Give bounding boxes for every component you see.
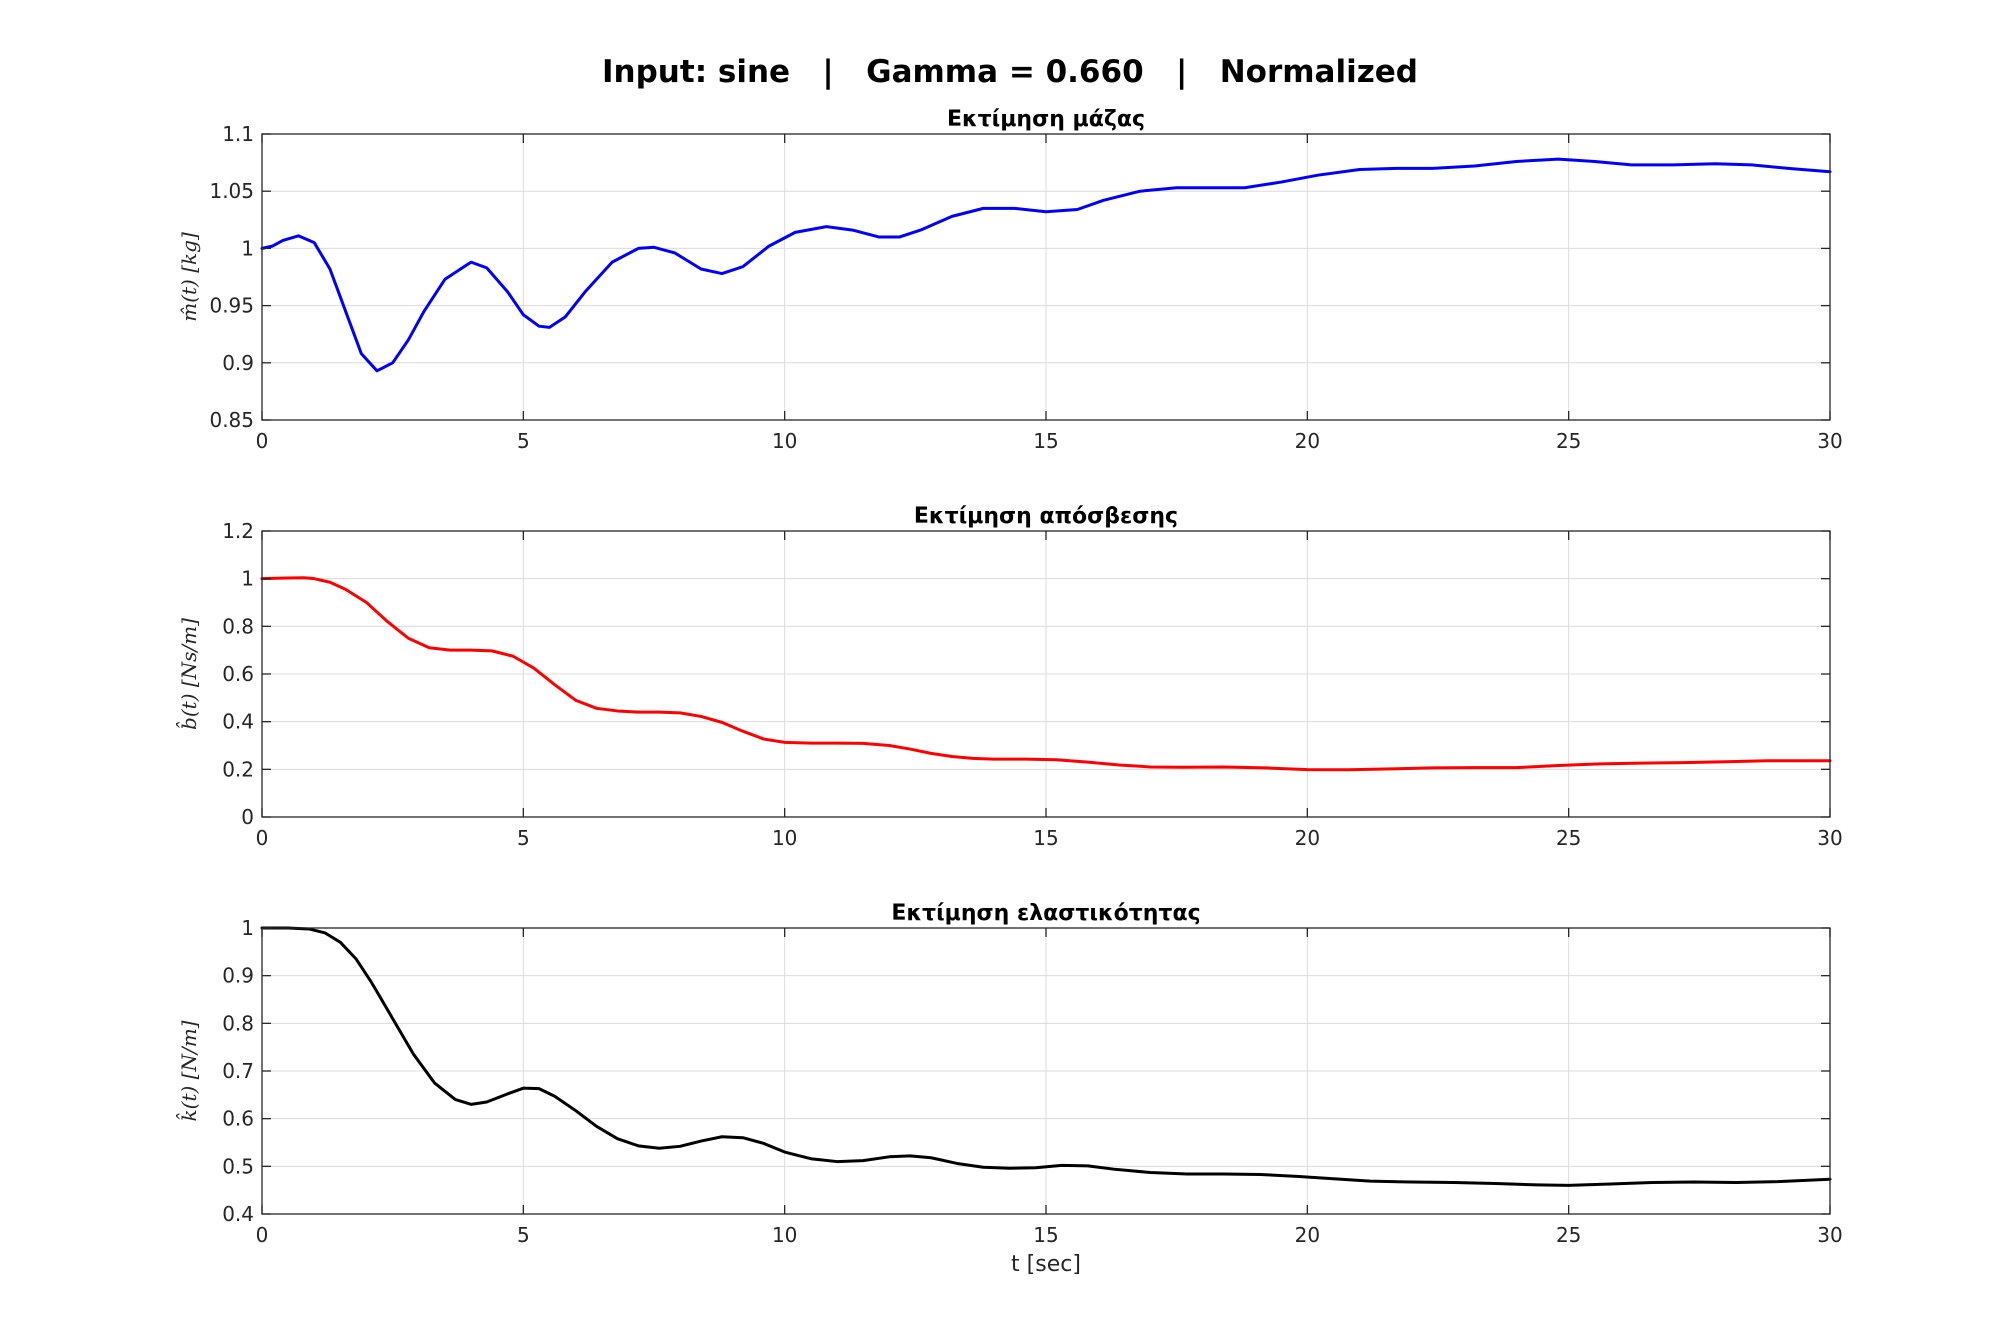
x-tick-label: 0 xyxy=(256,429,269,453)
y-tick-label: 0.4 xyxy=(222,1202,254,1226)
y-axis-label-damping: b̂(t) [Ns/m] xyxy=(175,618,201,730)
figure-title: Input: sine | Gamma = 0.660 | Normalized xyxy=(602,54,1418,90)
x-tick-label: 20 xyxy=(1295,429,1320,453)
y-tick-label: 0.6 xyxy=(222,1107,254,1131)
subplot-stiffness: 0 5 10 15 20 25 30 0.4 0.5 0.6 0.7 0.8 0.9 1 Εκτίμηση … xyxy=(175,901,1843,1247)
y-axis-label-stiffness: k̂(t) [N/m] xyxy=(175,1020,201,1121)
y-tick-label: 0.8 xyxy=(222,1011,254,1035)
y-tick-label: 1.1 xyxy=(222,122,254,146)
y-tick-label: 1.2 xyxy=(222,519,254,543)
y-axis-label-mass: m̂(t) [kg] xyxy=(177,232,201,322)
y-tick-label: 1 xyxy=(241,567,254,591)
x-tick-label: 0 xyxy=(256,826,269,850)
x-tick-label: 30 xyxy=(1817,826,1842,850)
y-tick-label: 0 xyxy=(241,805,254,829)
y-tick-label: 0.85 xyxy=(209,408,254,432)
y-tick-label: 0.4 xyxy=(222,710,254,734)
series-line-damping xyxy=(260,576,1832,772)
x-tick-label: 5 xyxy=(517,1223,530,1247)
y-tick-label: 0.5 xyxy=(222,1154,254,1178)
x-tick-label: 15 xyxy=(1033,429,1058,453)
y-tick-label: 0.8 xyxy=(222,614,254,638)
series-line-mass xyxy=(260,157,1832,373)
x-tick-label: 30 xyxy=(1817,1223,1842,1247)
y-tick-label: 0.9 xyxy=(222,351,254,375)
x-tick-label: 15 xyxy=(1033,1223,1058,1247)
x-tick-label: 10 xyxy=(772,1223,797,1247)
y-tick-label: 0.95 xyxy=(209,294,254,318)
x-tick-label: 5 xyxy=(517,826,530,850)
subplot-title-mass: Εκτίμηση μάζας xyxy=(947,107,1145,132)
y-tick-label: 1 xyxy=(241,916,254,940)
y-tick-label: 0.2 xyxy=(222,757,254,781)
y-tick-label: 1.05 xyxy=(209,179,254,203)
x-tick-label: 10 xyxy=(772,826,797,850)
x-tick-label: 10 xyxy=(772,429,797,453)
series-line-stiffness xyxy=(260,926,1832,1187)
subplot-mass: 0 5 10 15 20 25 30 0.85 0.9 0.95 1 1.05 1.1 Εκτίμηση … xyxy=(177,107,1843,453)
y-tick-label: 0.9 xyxy=(222,964,254,988)
x-axis-label: t [sec] xyxy=(1011,1252,1081,1277)
subplot-title-damping: Εκτίμηση απόσβεσης xyxy=(914,504,1178,529)
x-tick-label: 15 xyxy=(1033,826,1058,850)
x-tick-label: 25 xyxy=(1556,826,1581,850)
subplot-title-stiffness: Εκτίμηση ελαστικότητας xyxy=(891,901,1200,926)
x-tick-label: 25 xyxy=(1556,429,1581,453)
y-tick-label: 1 xyxy=(241,236,254,260)
y-tick-label: 0.6 xyxy=(222,662,254,686)
x-tick-label: 25 xyxy=(1556,1223,1581,1247)
x-tick-label: 0 xyxy=(256,1223,269,1247)
y-tick-label: 0.7 xyxy=(222,1059,254,1083)
subplots: 0 5 10 15 20 25 300.850.90.9511.051.1Εκτίμηση … xyxy=(175,107,1843,1247)
x-tick-label: 20 xyxy=(1295,1223,1320,1247)
subplot-damping: 0 5 10 15 20 25 30 0 0.2 0.4 0.6 0.8 1 1.2 Εκτίμηση απ… xyxy=(175,504,1843,850)
x-tick-label: 5 xyxy=(517,429,530,453)
x-tick-label: 30 xyxy=(1817,429,1842,453)
x-tick-label: 20 xyxy=(1295,826,1320,850)
